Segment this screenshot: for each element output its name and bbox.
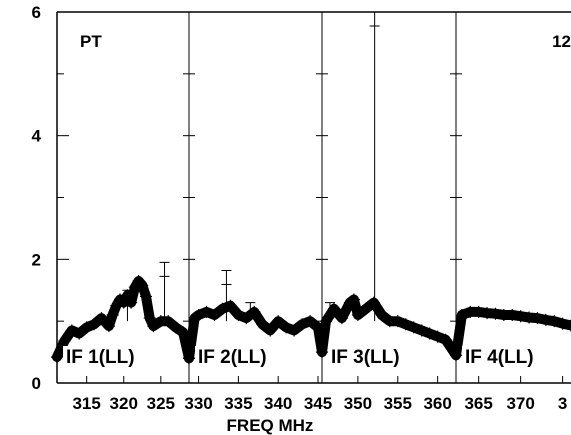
spike-marker: [369, 11, 380, 27]
x-tick-label: 350: [344, 394, 372, 413]
spike-marker: [159, 261, 170, 277]
data-point: [375, 308, 388, 321]
y-tick-label: 4: [32, 127, 42, 146]
x-tick-label: 320: [110, 394, 138, 413]
panel-label-bg: [63, 346, 171, 368]
data-point: [481, 307, 494, 320]
data-point: [319, 315, 332, 328]
panel-label-bg: [328, 346, 436, 368]
data-point: [139, 290, 152, 303]
x-tick-label: 370: [506, 394, 534, 413]
data-point: [472, 305, 485, 318]
data-point: [102, 320, 115, 333]
axes: 0 2 4 6 315 320 325 330 335 340 345 350 355 360 365 370…: [32, 3, 571, 413]
data-point: [143, 312, 156, 325]
panel-label: IF 3(LL): [331, 347, 400, 368]
data-point: [65, 324, 78, 337]
data-point: [288, 324, 301, 337]
x-tick-label: 335: [224, 394, 252, 413]
x-tick-label: 365: [464, 394, 492, 413]
data-point: [506, 308, 519, 321]
data-point: [304, 315, 317, 328]
data-point: [110, 299, 123, 312]
data-point: [556, 317, 569, 330]
data-point: [455, 308, 468, 321]
data-point: [88, 318, 101, 331]
y-tick-label: 0: [32, 374, 41, 393]
x-tick-label: 325: [147, 394, 175, 413]
data-point: [514, 310, 527, 323]
corner-label-right: 12: [552, 32, 571, 51]
x-tick-label: 345: [304, 394, 332, 413]
data-point: [431, 330, 444, 343]
spike-marker: [324, 302, 335, 318]
data-point: [415, 324, 428, 337]
x-axis-label: FREQ MHz: [227, 416, 314, 435]
labels-layer: PT 12 FREQ MHz: [80, 32, 571, 435]
data-point: [200, 305, 213, 318]
corner-label-left: PT: [80, 32, 102, 51]
data-point: [232, 308, 245, 321]
x-tick-label: 360: [423, 394, 451, 413]
data-point: [539, 313, 552, 326]
data-point: [128, 281, 141, 294]
data-point: [169, 321, 182, 334]
x-tick-label: 330: [184, 394, 212, 413]
x-tick-label: 355: [384, 394, 412, 413]
data-point: [95, 312, 108, 325]
data-point: [316, 346, 328, 359]
data-point: [80, 321, 93, 334]
panel-label: IF 4(LL): [465, 347, 534, 368]
data-point: [177, 326, 190, 339]
data-point: [73, 327, 86, 340]
data-point: [423, 327, 436, 340]
data-point: [183, 352, 195, 365]
data-point: [256, 318, 269, 331]
data-point: [192, 308, 205, 321]
panel-label-bg: [195, 346, 303, 368]
panel-label-bg: [462, 346, 570, 368]
data-point: [147, 320, 160, 333]
y-tick-label: 6: [32, 3, 41, 22]
spike-marker: [221, 269, 232, 285]
data-point: [335, 312, 348, 325]
data-point: [58, 334, 71, 347]
data-point: [296, 318, 309, 331]
data-point: [439, 333, 452, 346]
x-tick-label: 315: [72, 394, 100, 413]
data-point: [523, 311, 536, 324]
data-point: [565, 319, 571, 332]
data-point: [51, 351, 63, 364]
data-point: [106, 308, 119, 321]
data-point: [391, 315, 404, 328]
x-tick-label: 3: [558, 394, 567, 413]
data-point: [359, 302, 372, 315]
data-point: [272, 315, 285, 328]
data-point: [136, 279, 149, 292]
data-point: [367, 296, 380, 309]
spike-marker: [245, 302, 256, 318]
spike-marker: [122, 289, 133, 305]
y-tick-label: 2: [32, 250, 41, 269]
data-point: [489, 307, 502, 320]
x-tick-label: 340: [264, 394, 292, 413]
data-point: [407, 321, 420, 334]
panel-label: IF 2(LL): [198, 347, 267, 368]
data-point: [264, 324, 277, 337]
panel-label: IF 1(LL): [66, 347, 135, 368]
data-point: [208, 308, 221, 321]
data-point: [399, 318, 412, 331]
data-point: [347, 293, 360, 306]
data-point: [162, 315, 175, 328]
data-point: [548, 315, 561, 328]
data-point: [531, 312, 544, 325]
data-point: [450, 349, 462, 362]
data-point: [351, 308, 364, 321]
data-point: [280, 321, 293, 334]
series-layer: IF 1(LL) IF 2(LL) IF 3(LL) IF 4(LL): [51, 11, 571, 368]
